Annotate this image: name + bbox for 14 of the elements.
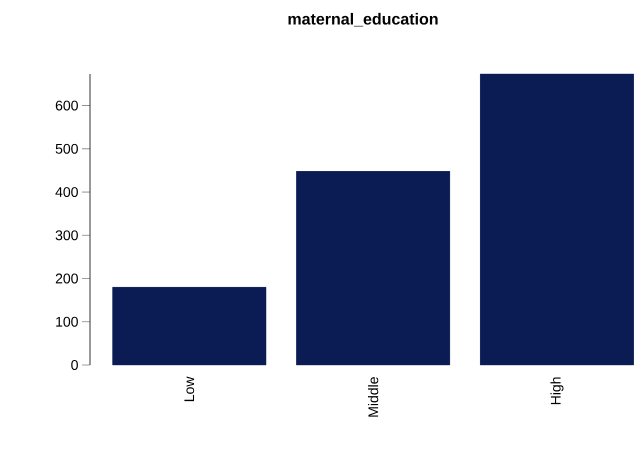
- x-tick-label: Middle: [368, 377, 378, 417]
- y-tick-label: 600: [56, 100, 78, 111]
- y-tick-label: 200: [56, 274, 78, 284]
- y-tick-label: 300: [56, 230, 78, 240]
- bar: [296, 171, 450, 366]
- y-tick-label: 500: [56, 144, 78, 154]
- y-tick-label: 100: [56, 316, 78, 327]
- x-tick-label: Low: [184, 376, 194, 402]
- bar: [112, 286, 266, 366]
- y-tick-label: 400: [55, 187, 78, 197]
- y-tick-label: 0: [71, 360, 78, 370]
- chart-title: maternal_education: [288, 12, 438, 26]
- x-tick-label: High: [550, 377, 564, 404]
- bar: [480, 74, 634, 366]
